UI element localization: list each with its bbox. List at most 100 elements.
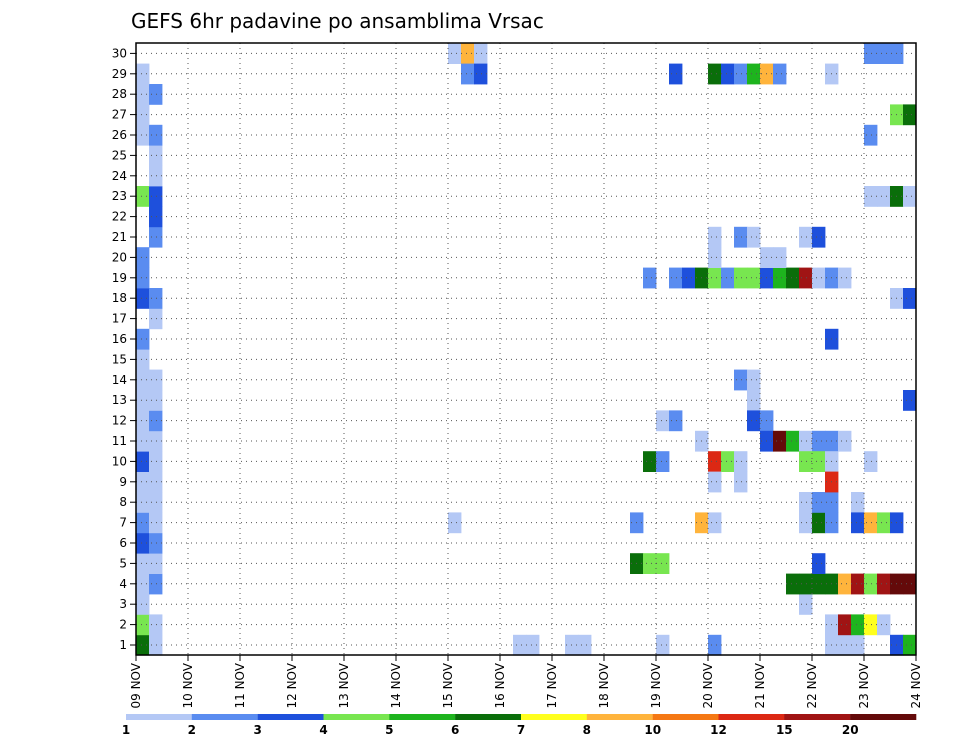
y-tick-label: 25 — [112, 148, 127, 162]
heatmap-cell — [136, 532, 150, 554]
heatmap-cell — [578, 634, 592, 656]
heatmap-cell — [149, 369, 163, 391]
x-tick-label: 12 NOV — [285, 662, 299, 708]
heatmap-cell — [721, 451, 735, 472]
chart-title: GEFS 6hr padavine po ansamblima Vrsac — [131, 9, 544, 33]
heatmap-cell — [864, 614, 878, 636]
heatmap-cell — [747, 63, 761, 85]
heatmap-cell — [877, 512, 891, 534]
heatmap-cell — [149, 186, 163, 207]
heatmap-cell — [149, 165, 163, 187]
heatmap-cell — [149, 492, 163, 513]
x-tick-label: 13 NOV — [337, 662, 351, 708]
heatmap-cell — [786, 267, 800, 289]
heatmap-cell — [812, 267, 826, 289]
heatmap-cell — [149, 124, 163, 146]
y-tick-label: 7 — [119, 516, 127, 530]
y-tick-label: 17 — [112, 312, 127, 326]
heatmap-cell — [149, 390, 163, 411]
heatmap-cell — [864, 451, 878, 472]
colorbar-tick-label: 1 — [122, 723, 130, 737]
x-tick-label: 09 NOV — [129, 662, 143, 708]
heatmap-cell — [812, 430, 826, 452]
heatmap-cell — [136, 63, 150, 85]
heatmap-cell — [747, 390, 761, 411]
y-tick-label: 19 — [112, 271, 127, 285]
heatmap-cell — [851, 573, 865, 595]
heatmap-cell — [136, 634, 150, 656]
y-axis: 1234567891011121314151617181920212223242… — [112, 46, 136, 652]
heatmap-cell — [786, 573, 800, 595]
y-tick-label: 29 — [112, 67, 127, 81]
heatmap-cell — [864, 186, 878, 207]
colorbar-tick-label: 8 — [583, 723, 591, 737]
y-tick-label: 3 — [119, 597, 127, 611]
colorbar-swatch — [784, 714, 851, 720]
heatmap-cell — [708, 512, 722, 534]
heatmap-cell — [903, 186, 917, 207]
x-tick-label: 22 NOV — [805, 662, 819, 708]
heatmap-cell — [747, 226, 761, 248]
colorbar-tick-label: 3 — [254, 723, 262, 737]
heatmap-cell — [799, 451, 813, 472]
heatmap-cell — [682, 267, 696, 289]
heatmap-cell — [136, 573, 150, 595]
heatmap-cell — [799, 512, 813, 534]
heatmap-cell — [643, 451, 657, 472]
heatmap-cell — [643, 553, 657, 574]
heatmap-cell — [877, 186, 891, 207]
heatmap-cell — [149, 634, 163, 656]
y-tick-label: 21 — [112, 230, 127, 244]
heatmap-cell — [136, 267, 150, 289]
heatmap-cell — [708, 451, 722, 472]
heatmap-cell — [474, 63, 488, 85]
heatmap-cell — [903, 390, 917, 411]
heatmap-cell — [136, 288, 150, 309]
heatmap-cell — [656, 634, 670, 656]
heatmap-cell — [461, 43, 475, 64]
y-tick-label: 26 — [112, 128, 127, 142]
heatmap-cell — [799, 267, 813, 289]
y-tick-label: 28 — [112, 87, 127, 101]
heatmap-cell — [708, 63, 722, 85]
y-tick-label: 14 — [112, 373, 127, 387]
x-tick-label: 20 NOV — [701, 662, 715, 708]
heatmap-cell — [734, 471, 748, 493]
heatmap-cell — [149, 206, 163, 228]
heatmap-cell — [149, 451, 163, 472]
heatmap-cell — [136, 410, 150, 432]
heatmap-cell — [136, 430, 150, 452]
heatmap-cell — [526, 634, 540, 656]
y-tick-label: 8 — [119, 495, 127, 509]
heatmap-cell — [136, 390, 150, 411]
colorbar-swatch — [323, 714, 390, 720]
colorbar-swatch — [850, 714, 917, 720]
heatmap-cell — [136, 349, 150, 370]
colorbar-legend: 1 2 3 4 5 6 7 8 10 12 15 20 — [122, 714, 917, 737]
heatmap-cell — [812, 492, 826, 513]
colorbar-swatch — [521, 714, 588, 720]
heatmap-cell — [747, 369, 761, 391]
heatmap-cell — [669, 63, 683, 85]
heatmap-cell — [149, 553, 163, 574]
heatmap-cell — [799, 226, 813, 248]
heatmap-cell — [812, 553, 826, 574]
heatmap-cell — [851, 614, 865, 636]
heatmap-cell — [149, 226, 163, 248]
heatmap-cell — [734, 267, 748, 289]
heatmap-cell — [747, 267, 761, 289]
heatmap-cell — [864, 512, 878, 534]
colorbar-swatch — [191, 714, 258, 720]
plot-frame — [135, 42, 917, 656]
x-tick-label: 14 NOV — [389, 662, 403, 708]
colorbar-tick-label: 4 — [319, 723, 327, 737]
colorbar-tick-label: 12 — [710, 723, 727, 737]
heatmap-cell — [799, 492, 813, 513]
heatmap-cell — [136, 369, 150, 391]
heatmap-cell — [864, 573, 878, 595]
heatmap-cell — [734, 369, 748, 391]
colorbar-tick-label: 20 — [842, 723, 859, 737]
heatmap-cell — [149, 145, 163, 166]
x-axis: 09 NOV 10 NOV 11 NOV 12 NOV 13 NOV 14 NOV 15 N… — [129, 655, 923, 709]
